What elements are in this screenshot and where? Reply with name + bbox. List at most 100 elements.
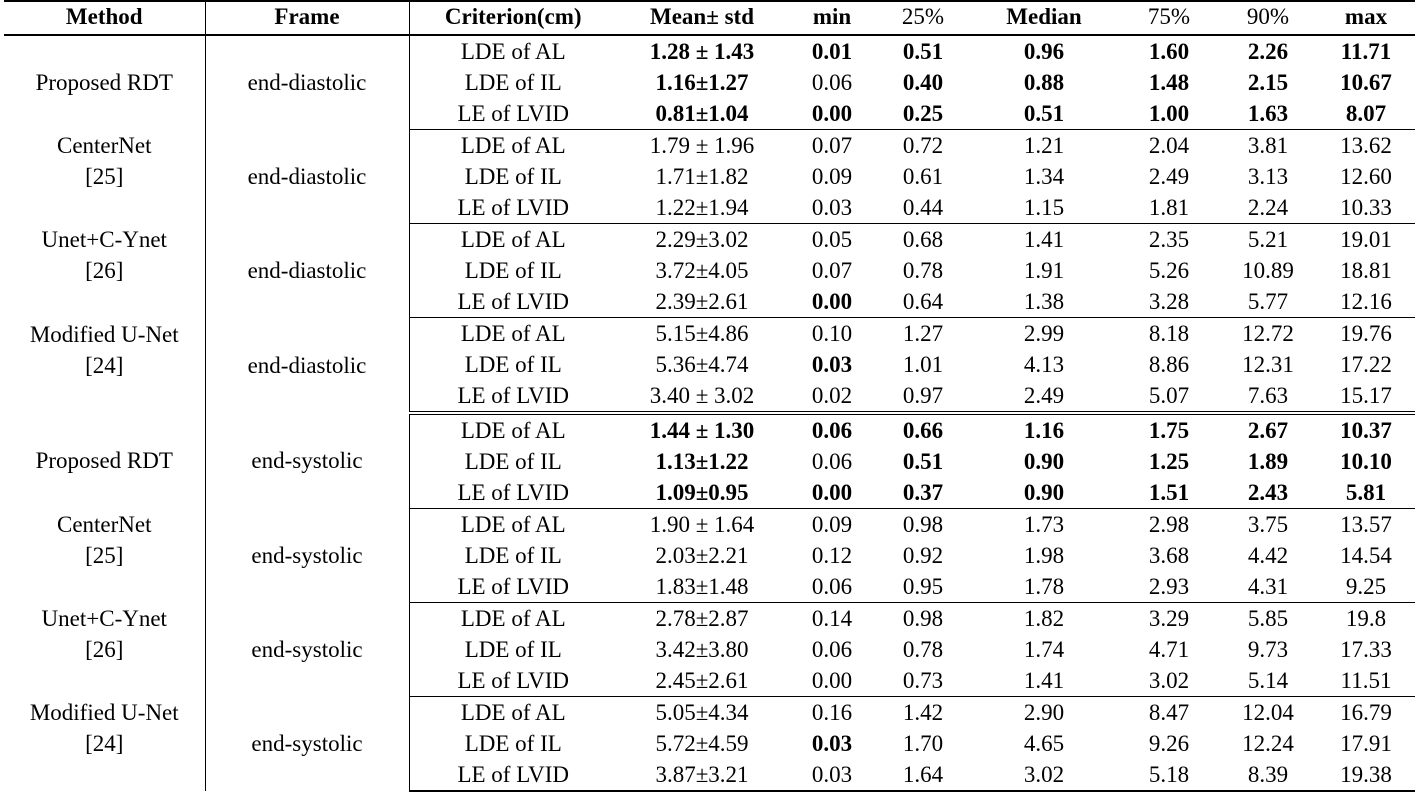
median-cell: 0.51 xyxy=(969,98,1119,130)
median-cell: 0.96 xyxy=(1023,38,1065,64)
table-row: Modified U-Net [24] end-diastolic LDE of … xyxy=(4,317,1415,413)
table-row: LDE of IL 1.16±1.27 0.06 0.40 0.88 1.48 … xyxy=(4,67,1415,98)
table-row: LDE of IL 3.72±4.05 0.07 0.78 1.91 5.26 … xyxy=(4,255,1415,286)
max-cell: 15.17 xyxy=(1317,380,1415,415)
header-p90: 90% xyxy=(1219,0,1317,36)
max-cell: 9.25 xyxy=(1317,571,1415,603)
p75-cell: 2.35 xyxy=(1148,226,1190,252)
p90-cell: 1.63 xyxy=(1219,98,1317,130)
method-name: Modified U-Net xyxy=(29,321,179,347)
max-cell: 13.57 xyxy=(1340,511,1392,537)
p90-cell: 5.14 xyxy=(1219,665,1317,697)
p25-cell: 0.51 xyxy=(902,38,944,64)
method-name: Proposed RDT xyxy=(35,448,173,474)
table-row: LDE of IL 5.72±4.59 0.03 1.70 4.65 9.26 … xyxy=(4,728,1415,759)
max-cell: 17.91 xyxy=(1340,730,1392,756)
median-cell: 1.78 xyxy=(969,571,1119,603)
p25-cell: 0.97 xyxy=(877,380,969,415)
criterion-cell: LDE of IL xyxy=(464,351,562,377)
min-cell: 0.05 xyxy=(811,226,853,252)
median-cell: 1.16 xyxy=(1023,417,1065,443)
header-max: max xyxy=(1317,0,1415,36)
p90-cell: 2.43 xyxy=(1219,477,1317,509)
p75-cell: 2.04 xyxy=(1148,132,1190,158)
p75-cell: 8.18 xyxy=(1148,320,1190,346)
p75-cell: 1.75 xyxy=(1148,417,1190,443)
table-row: Proposed RDT end-diastolic LDE of AL 1.2… xyxy=(4,35,1415,130)
mean-std-cell: 1.90 ± 1.64 xyxy=(649,511,755,537)
p90-cell: 3.13 xyxy=(1247,163,1289,189)
p25-cell: 0.72 xyxy=(902,132,944,158)
p25-cell: 0.78 xyxy=(902,257,944,283)
p25-cell: 1.42 xyxy=(902,699,944,725)
criterion-cell: LDE of IL xyxy=(464,69,562,95)
min-cell: 0.00 xyxy=(787,286,877,318)
criterion-cell: LE of LVID xyxy=(409,759,617,792)
method-ref: [25] xyxy=(85,164,124,189)
table-row: LDE of IL 2.03±2.21 0.12 0.92 1.98 3.68 … xyxy=(4,540,1415,571)
method-name: Unet+C-Ynet xyxy=(41,227,167,252)
criterion-cell: LE of LVID xyxy=(409,571,617,603)
max-cell: 10.67 xyxy=(1340,69,1392,95)
method-cell: Modified U-Net [24] xyxy=(4,317,206,413)
p75-cell: 1.51 xyxy=(1119,477,1219,509)
median-cell: 1.41 xyxy=(969,665,1119,697)
p25-cell: 0.61 xyxy=(902,163,944,189)
median-cell: 1.98 xyxy=(1023,542,1065,568)
p90-cell: 5.21 xyxy=(1247,226,1289,252)
max-cell: 11.51 xyxy=(1317,665,1415,697)
criterion-cell: LE of LVID xyxy=(409,665,617,697)
table-row: CenterNet [25] end-diastolic LDE of AL 1.… xyxy=(4,129,1415,224)
table-row: LE of LVID 2.39±2.61 0.00 0.64 1.38 3.28… xyxy=(4,286,1415,318)
p25-cell: 0.25 xyxy=(877,98,969,130)
criterion-cell: LDE of IL xyxy=(464,163,562,189)
p25-cell: 0.66 xyxy=(902,417,944,443)
method-name: CenterNet xyxy=(56,512,152,537)
p90-cell: 2.26 xyxy=(1247,38,1289,64)
median-cell: 0.90 xyxy=(1023,448,1065,474)
max-cell: 14.54 xyxy=(1340,542,1392,568)
min-cell: 0.07 xyxy=(811,132,853,158)
mean-std-cell: 1.71±1.82 xyxy=(655,163,749,189)
method-ref: [24] xyxy=(85,731,124,757)
criterion-cell: LDE of IL xyxy=(464,730,562,756)
header-criterion: Criterion(cm) xyxy=(409,0,617,36)
method-cell: Modified U-Net [24] xyxy=(4,696,206,791)
p90-cell: 1.89 xyxy=(1247,448,1289,474)
mean-std-cell: 1.22±1.94 xyxy=(617,192,787,224)
p25-cell: 0.95 xyxy=(877,571,969,603)
method-cell: CenterNet [25] xyxy=(4,129,206,224)
table-row: Unet+C-Ynet [26] end-systolic LDE of AL 2… xyxy=(4,602,1415,697)
p75-cell: 1.00 xyxy=(1119,98,1219,130)
method-cell: Unet+C-Ynet [26] xyxy=(4,223,206,318)
p25-cell: 1.64 xyxy=(877,759,969,792)
p25-cell: 0.44 xyxy=(877,192,969,224)
p25-cell: 1.01 xyxy=(902,351,944,377)
p75-cell: 3.28 xyxy=(1119,286,1219,318)
median-cell: 1.91 xyxy=(1023,257,1065,283)
p90-cell: 9.73 xyxy=(1247,636,1289,662)
p90-cell: 3.75 xyxy=(1247,511,1289,537)
mean-std-cell: 3.72±4.05 xyxy=(655,257,749,283)
frame-cell: end-diastolic xyxy=(205,223,410,318)
p90-cell: 7.63 xyxy=(1219,380,1317,415)
mean-std-cell: 1.16±1.27 xyxy=(655,69,749,95)
table-row: LE of LVID 3.40 ± 3.02 0.02 0.97 2.49 5.… xyxy=(4,380,1415,415)
p90-cell: 10.89 xyxy=(1242,257,1294,283)
median-cell: 4.13 xyxy=(1023,351,1065,377)
median-cell: 1.21 xyxy=(1023,132,1065,158)
criterion-cell: LE of LVID xyxy=(409,477,617,509)
p75-cell: 9.26 xyxy=(1148,730,1190,756)
median-cell: 1.74 xyxy=(1023,636,1065,662)
max-cell: 17.22 xyxy=(1340,351,1392,377)
median-cell: 2.49 xyxy=(969,380,1119,415)
frame-cell: end-systolic xyxy=(205,602,410,697)
criterion-cell: LE of LVID xyxy=(409,380,617,415)
min-cell: 0.14 xyxy=(811,605,853,631)
p90-cell: 4.42 xyxy=(1247,542,1289,568)
p90-cell: 12.04 xyxy=(1242,699,1294,725)
criterion-cell: LDE of IL xyxy=(464,448,562,474)
median-cell: 1.38 xyxy=(969,286,1119,318)
median-cell: 3.02 xyxy=(969,759,1119,792)
mean-std-cell: 1.44 ± 1.30 xyxy=(649,417,755,443)
